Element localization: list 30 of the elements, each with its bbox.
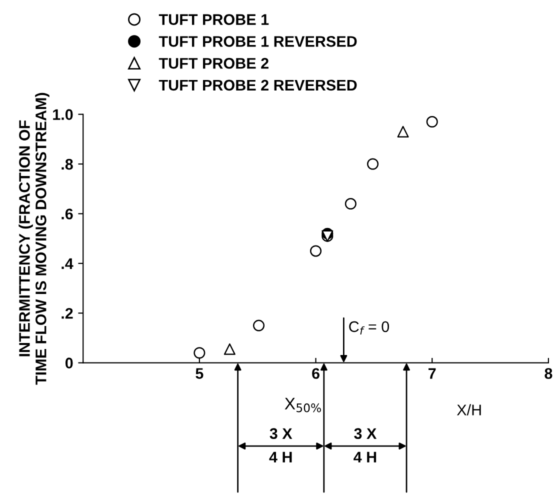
y-tick-label: .6	[62, 208, 73, 220]
point	[344, 198, 356, 210]
x-tick-label: 5	[196, 368, 204, 379]
y-tick-label: .2	[62, 308, 73, 319]
point	[426, 116, 438, 128]
text: 3 X	[270, 428, 292, 439]
point	[310, 245, 322, 257]
text: 4 H	[269, 452, 292, 462]
y-tick-label: 1.0	[53, 109, 73, 120]
y-tick-label: .8	[62, 158, 73, 170]
y-tick-label: 0	[65, 358, 73, 368]
text: X$_{50%}$	[284, 398, 321, 412]
legend-label: TUFT PROBE 1	[158, 14, 269, 25]
legend-label: TUFT PROBE 1 REVERSED	[158, 36, 357, 47]
point	[224, 343, 236, 355]
y-tick-label: .4	[62, 258, 74, 269]
legend-label: TUFT PROBE 2 REVERSED	[158, 80, 357, 91]
annotation: C$_{f}$ = 0	[349, 321, 390, 334]
y-axis-title: INTERMITTENCY (FRACTION OF TIME FLOW IS MOVING DOWNSTREAM)	[18, 92, 50, 385]
x-tick-label: 7	[428, 368, 436, 379]
legend-label: TUFT PROBE 2	[158, 58, 268, 69]
x-tick-label: 6	[312, 368, 320, 379]
point	[397, 126, 409, 138]
point	[367, 158, 379, 170]
x-tick-label: 8	[544, 368, 552, 379]
point	[194, 347, 206, 359]
x-axis-title: X/H	[456, 404, 481, 416]
point	[253, 320, 265, 332]
text: 3 X	[354, 428, 377, 439]
text: 4 H	[354, 452, 376, 462]
